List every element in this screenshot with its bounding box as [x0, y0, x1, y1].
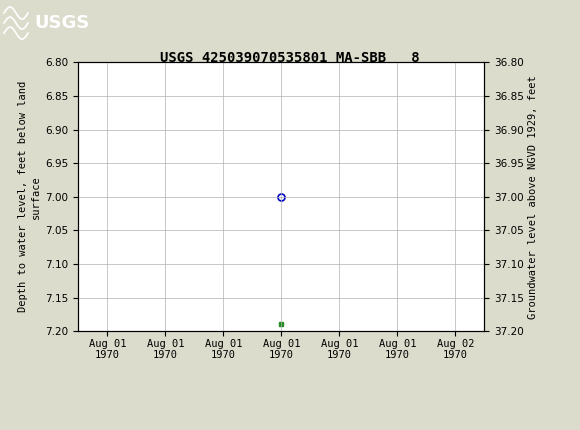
Text: USGS: USGS	[34, 14, 89, 32]
Text: USGS 425039070535801 MA-SBB   8: USGS 425039070535801 MA-SBB 8	[160, 51, 420, 65]
Y-axis label: Depth to water level, feet below land
surface: Depth to water level, feet below land su…	[18, 81, 41, 312]
Y-axis label: Groundwater level above NGVD 1929, feet: Groundwater level above NGVD 1929, feet	[528, 75, 538, 319]
